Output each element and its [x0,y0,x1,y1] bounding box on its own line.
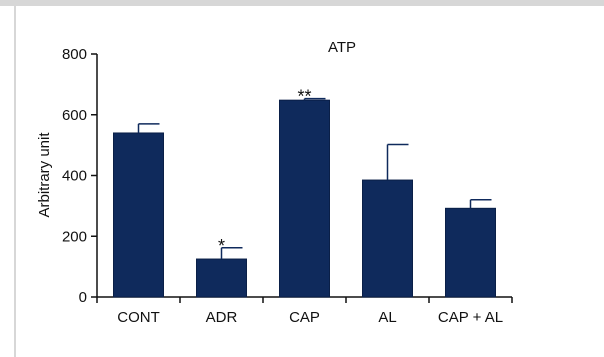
bar [196,258,247,298]
bar [362,179,413,298]
chart-title: ATP [328,39,356,56]
y-tick-label: 600 [62,107,87,124]
y-tick-label: 800 [62,46,87,63]
x-tick-label: AL [378,309,396,326]
x-tick-label: CONT [117,309,160,326]
y-axis-label: Arbitrary unit [36,132,53,218]
bar [445,207,496,298]
y-tick-label: 200 [62,228,87,245]
y-tick-label: 400 [62,168,87,185]
y-tick-label: 0 [79,289,87,306]
bar [279,99,330,298]
left-border [14,6,16,357]
significance-marker: * [218,236,225,256]
x-tick-label: CAP + AL [438,309,503,326]
top-border [0,0,604,6]
x-tick-label: ADR [206,309,238,326]
significance-marker: ** [297,87,311,107]
x-tick-label: CAP [289,309,320,326]
bar [113,132,164,298]
chart-marks: 0 200 400 600 800 CONT ADR * CAP ** AL CAP + AL [62,46,513,326]
